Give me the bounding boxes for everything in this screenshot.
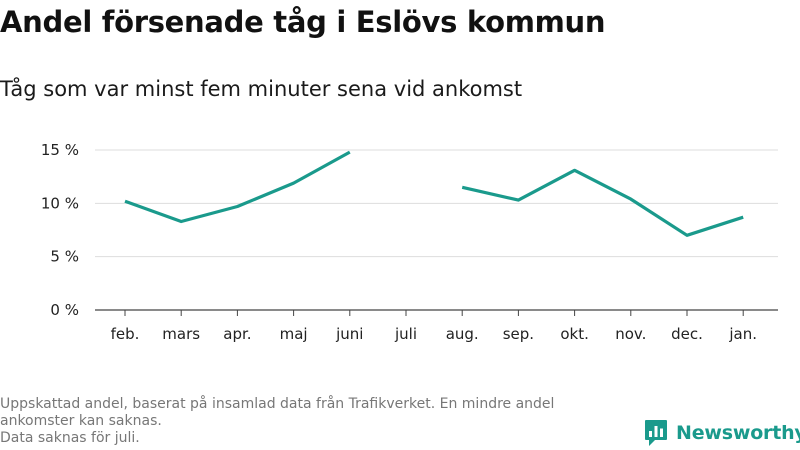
series-line-segment [124,150,351,224]
bar-chart-speech-bubble-icon [645,420,667,446]
x-tick-label: maj [280,325,308,343]
y-tick-label: 5 % [50,248,79,266]
newsworthy-logo: Newsworthy [644,419,800,447]
source-note: Uppskattad andel, baserat på insamlad da… [0,396,555,429]
grid-lines [95,149,778,311]
y-tick-label: 15 % [41,141,79,159]
x-tick-label: mars [162,325,200,343]
line-chart: 0 % 5 % 10 % 15 % feb. mars apr. maj juni juli au… [41,141,778,343]
x-tick-label: nov. [615,325,646,343]
x-tick-label: feb. [111,325,140,343]
y-tick-label: 0 % [50,301,79,319]
missing-data-note: Data saknas för juli. [0,430,140,446]
chart-footer: Uppskattad andel, baserat på insamlad da… [0,396,630,447]
x-tick-label: apr. [223,325,251,343]
chart-title: Andel försenade tåg i Eslövs kommun [0,5,606,39]
brand-name: Newsworthy [676,422,800,444]
x-tick-label: aug. [446,325,479,343]
series-line-segment [461,168,744,237]
x-tick-label: juni [335,325,363,343]
x-axis-ticks: feb. mars apr. maj juni juli aug. sep. okt. nov. d… [111,310,757,343]
x-tick-label: okt. [560,325,589,343]
x-tick-label: juli [394,325,417,343]
x-tick-label: dec. [671,325,703,343]
x-tick-label: sep. [503,325,534,343]
y-axis-ticks: 0 % 5 % 10 % 15 % [41,141,79,319]
y-tick-label: 10 % [41,194,79,212]
x-tick-label: jan. [728,325,757,343]
chart-subtitle: Tåg som var minst fem minuter sena vid a… [0,77,523,101]
series-lines [124,150,744,237]
